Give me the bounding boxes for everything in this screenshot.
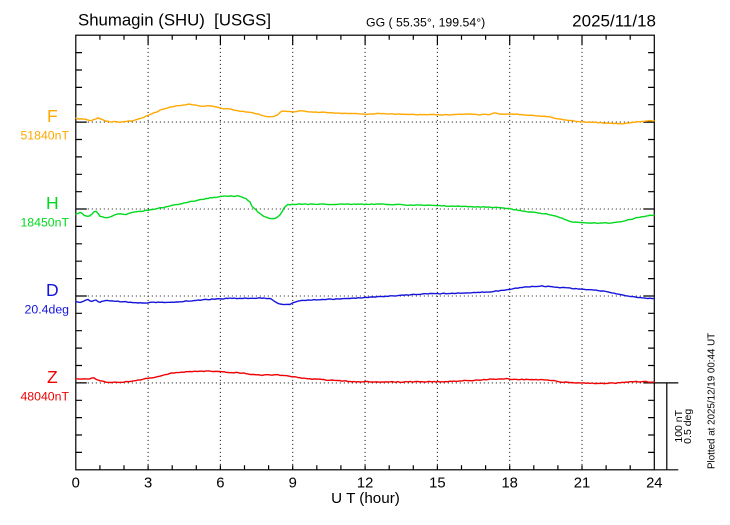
- svg-text:20.4deg: 20.4deg: [25, 303, 70, 317]
- svg-text:Z: Z: [47, 367, 58, 387]
- svg-text:Plotted at 2025/12/19 00:44 UT: Plotted at 2025/12/19 00:44 UT: [707, 333, 718, 469]
- svg-text:21: 21: [574, 475, 590, 491]
- svg-text:GG ( 55.35°, 199.54°): GG ( 55.35°, 199.54°): [366, 16, 485, 30]
- svg-text:D: D: [46, 280, 59, 300]
- svg-text:F: F: [47, 106, 58, 126]
- svg-text:U T (hour): U T (hour): [331, 490, 400, 507]
- svg-text:0: 0: [72, 475, 80, 491]
- svg-text:51840nT: 51840nT: [20, 129, 69, 143]
- svg-text:9: 9: [289, 475, 297, 491]
- svg-text:18450nT: 18450nT: [20, 216, 69, 230]
- svg-text:H: H: [46, 193, 59, 213]
- svg-text:18: 18: [501, 475, 517, 491]
- svg-text:24: 24: [646, 475, 662, 491]
- svg-text:0.5 deg: 0.5 deg: [682, 409, 694, 444]
- svg-text:2025/11/18: 2025/11/18: [572, 12, 656, 31]
- svg-text:6: 6: [216, 475, 224, 491]
- svg-text:100 nT: 100 nT: [673, 409, 685, 442]
- svg-text:Shumagin (SHU) [USGS]: Shumagin (SHU) [USGS]: [78, 11, 271, 30]
- svg-text:48040nT: 48040nT: [20, 390, 69, 404]
- svg-text:3: 3: [144, 475, 152, 491]
- svg-text:15: 15: [429, 475, 445, 491]
- svg-text:12: 12: [357, 475, 373, 491]
